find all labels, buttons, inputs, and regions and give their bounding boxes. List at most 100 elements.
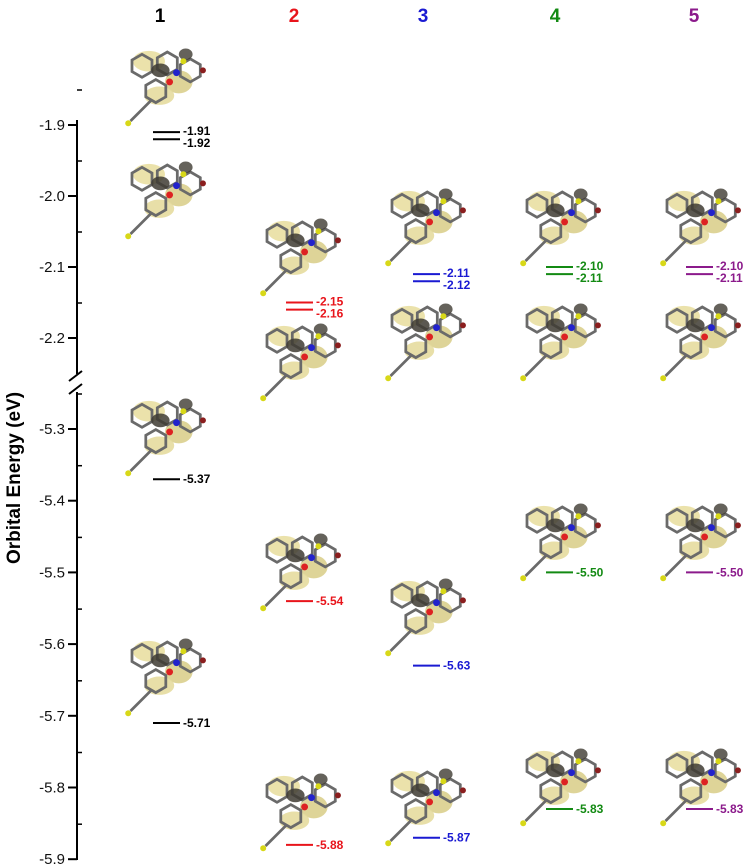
orbital-lobe-dark — [686, 518, 705, 533]
orbital-lobe-dark — [286, 338, 305, 353]
y-tick-label: -5.3 — [39, 421, 65, 438]
homo-value-label: -5.83 — [576, 802, 604, 816]
orbital-lobe-dark — [178, 161, 193, 174]
molecule-ring — [539, 218, 563, 245]
sulfur-atom — [575, 758, 582, 765]
sulfur-atom — [125, 470, 132, 477]
sulfur-atom — [180, 171, 187, 178]
molecule-ring — [178, 57, 202, 84]
orbital-lobe-dark — [178, 638, 193, 651]
molecule-ring — [290, 325, 314, 352]
molecule-ring — [690, 305, 714, 332]
orbital-lobe-dark — [286, 233, 305, 248]
bromine-atom — [459, 787, 466, 794]
oxygen-atom — [426, 333, 434, 341]
bromine-atom — [734, 322, 741, 329]
oxygen-atom — [426, 608, 434, 616]
molecule-bond — [264, 374, 288, 397]
nitrogen-atom — [308, 794, 315, 802]
sulfur-atom — [260, 605, 267, 612]
sulfur-atom — [385, 260, 392, 267]
orbital-lobe-dark — [286, 788, 305, 803]
oxygen-atom — [426, 798, 434, 806]
orbital-lobe-dark — [713, 303, 728, 316]
molecule-ring — [415, 770, 439, 797]
sulfur-atom — [715, 758, 722, 765]
nitrogen-atom — [308, 239, 315, 247]
orbital-lobe — [300, 240, 328, 264]
molecule-ring — [265, 777, 289, 804]
molecule-ring — [525, 192, 549, 219]
molecule-ring — [438, 197, 462, 224]
orbital-lobe — [165, 420, 193, 444]
orbital-lobe-dark — [151, 63, 170, 78]
orbital-isosurface-image — [260, 323, 341, 402]
molecule-bond — [389, 239, 413, 262]
orbital-lobe — [300, 345, 328, 369]
nitrogen-atom — [433, 599, 440, 607]
molecule-ring — [573, 757, 597, 784]
orbital-isosurface-image — [660, 188, 741, 267]
lumo-value-label: -2.10 — [576, 259, 604, 273]
orbital-lobe — [700, 770, 728, 794]
compound-1-header: 1 — [155, 6, 166, 27]
lumo-value-label: -2.11 — [716, 271, 743, 285]
orbital-isosurface-image — [660, 303, 741, 382]
molecule-ring — [665, 307, 689, 334]
bromine-atom — [199, 67, 206, 74]
orbital-lobe — [165, 660, 193, 684]
oxygen-atom — [561, 218, 569, 226]
sulfur-atom — [260, 290, 267, 297]
lumo-value-label: -1.92 — [183, 136, 211, 150]
sulfur-atom — [385, 375, 392, 382]
molecule-ring — [155, 400, 179, 427]
orbital-lobe — [425, 600, 453, 624]
molecule-ring — [130, 402, 154, 429]
nitrogen-atom — [568, 769, 575, 777]
orbital-isosurface-image — [125, 161, 206, 240]
sulfur-atom — [520, 575, 527, 582]
orbital-lobe-dark — [313, 533, 328, 546]
molecule-ring — [404, 608, 428, 635]
oxygen-atom — [561, 333, 569, 341]
y-tick-label: -5.8 — [39, 780, 65, 797]
molecule-bond — [129, 212, 153, 235]
molecule-ring — [178, 170, 202, 197]
molecule-bond — [524, 354, 548, 377]
orbital-lobe — [425, 210, 453, 234]
molecule-ring — [713, 197, 737, 224]
sulfur-atom — [520, 820, 527, 827]
oxygen-atom — [166, 78, 174, 86]
sulfur-atom — [440, 198, 447, 205]
bromine-atom — [594, 767, 601, 774]
molecule-ring — [665, 507, 689, 534]
molecule-ring — [144, 668, 168, 695]
orbital-isosurface-image — [520, 303, 601, 382]
molecule-bond — [664, 239, 688, 262]
orbital-lobe-dark — [411, 318, 430, 333]
bromine-atom — [334, 552, 341, 559]
molecule-ring — [130, 642, 154, 669]
orbital-lobe-dark — [438, 768, 453, 781]
molecule-ring — [679, 333, 703, 360]
energy-levels: 1 -1.91-1.92 -5.37 -5.71 2 -2.15-2.16 -5.54 -5.… — [153, 6, 744, 852]
sulfur-atom — [715, 313, 722, 320]
orbital-lobe — [560, 525, 588, 549]
molecule-ring — [130, 52, 154, 79]
molecule-ring — [539, 533, 563, 560]
molecule-ring — [550, 190, 574, 217]
orbital-isosurface-image — [520, 188, 601, 267]
molecule-ring — [690, 190, 714, 217]
nitrogen-atom — [708, 209, 715, 217]
orbital-lobe-dark — [546, 518, 565, 533]
sulfur-atom — [440, 313, 447, 320]
y-axis-title: Orbital Energy (eV) — [4, 392, 25, 564]
molecule-ring — [155, 163, 179, 190]
lumo-value-label: -2.15 — [316, 295, 344, 309]
orbital-isosurface-image — [260, 533, 341, 612]
orbital-lobe — [560, 210, 588, 234]
sulfur-atom — [520, 260, 527, 267]
molecule-bond — [524, 799, 548, 822]
molecule-ring — [265, 537, 289, 564]
